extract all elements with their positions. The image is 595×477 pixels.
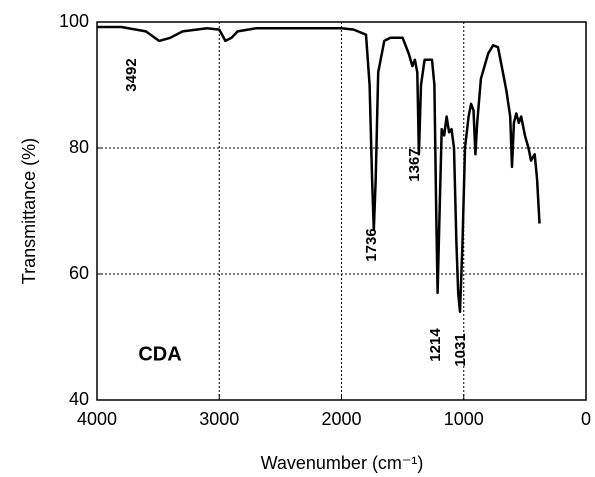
y-tick-label: 100: [59, 11, 89, 31]
x-tick-label: 3000: [199, 409, 239, 429]
plot-frame: [96, 21, 587, 401]
y-tick-label: 80: [69, 137, 89, 157]
annotation: CDA: [138, 343, 181, 365]
x-axis-label: Wavenumber (cm⁻¹): [261, 453, 424, 473]
x-tick-label: 2000: [321, 409, 361, 429]
annotation: 1031: [452, 333, 469, 366]
x-tick-label: 0: [581, 409, 591, 429]
annotation: 1214: [427, 328, 444, 362]
y-axis-label: Transmittance (%): [19, 138, 39, 284]
x-tick-label: 4000: [77, 409, 117, 429]
annotation: 3492: [123, 58, 140, 91]
y-tick-label: 60: [69, 263, 89, 283]
x-tick-label: 1000: [444, 409, 484, 429]
annotation: 1367: [406, 148, 423, 181]
annotation: 1736: [363, 228, 380, 261]
spectrum-line: [97, 25, 541, 314]
y-tick-label: 40: [69, 389, 89, 409]
